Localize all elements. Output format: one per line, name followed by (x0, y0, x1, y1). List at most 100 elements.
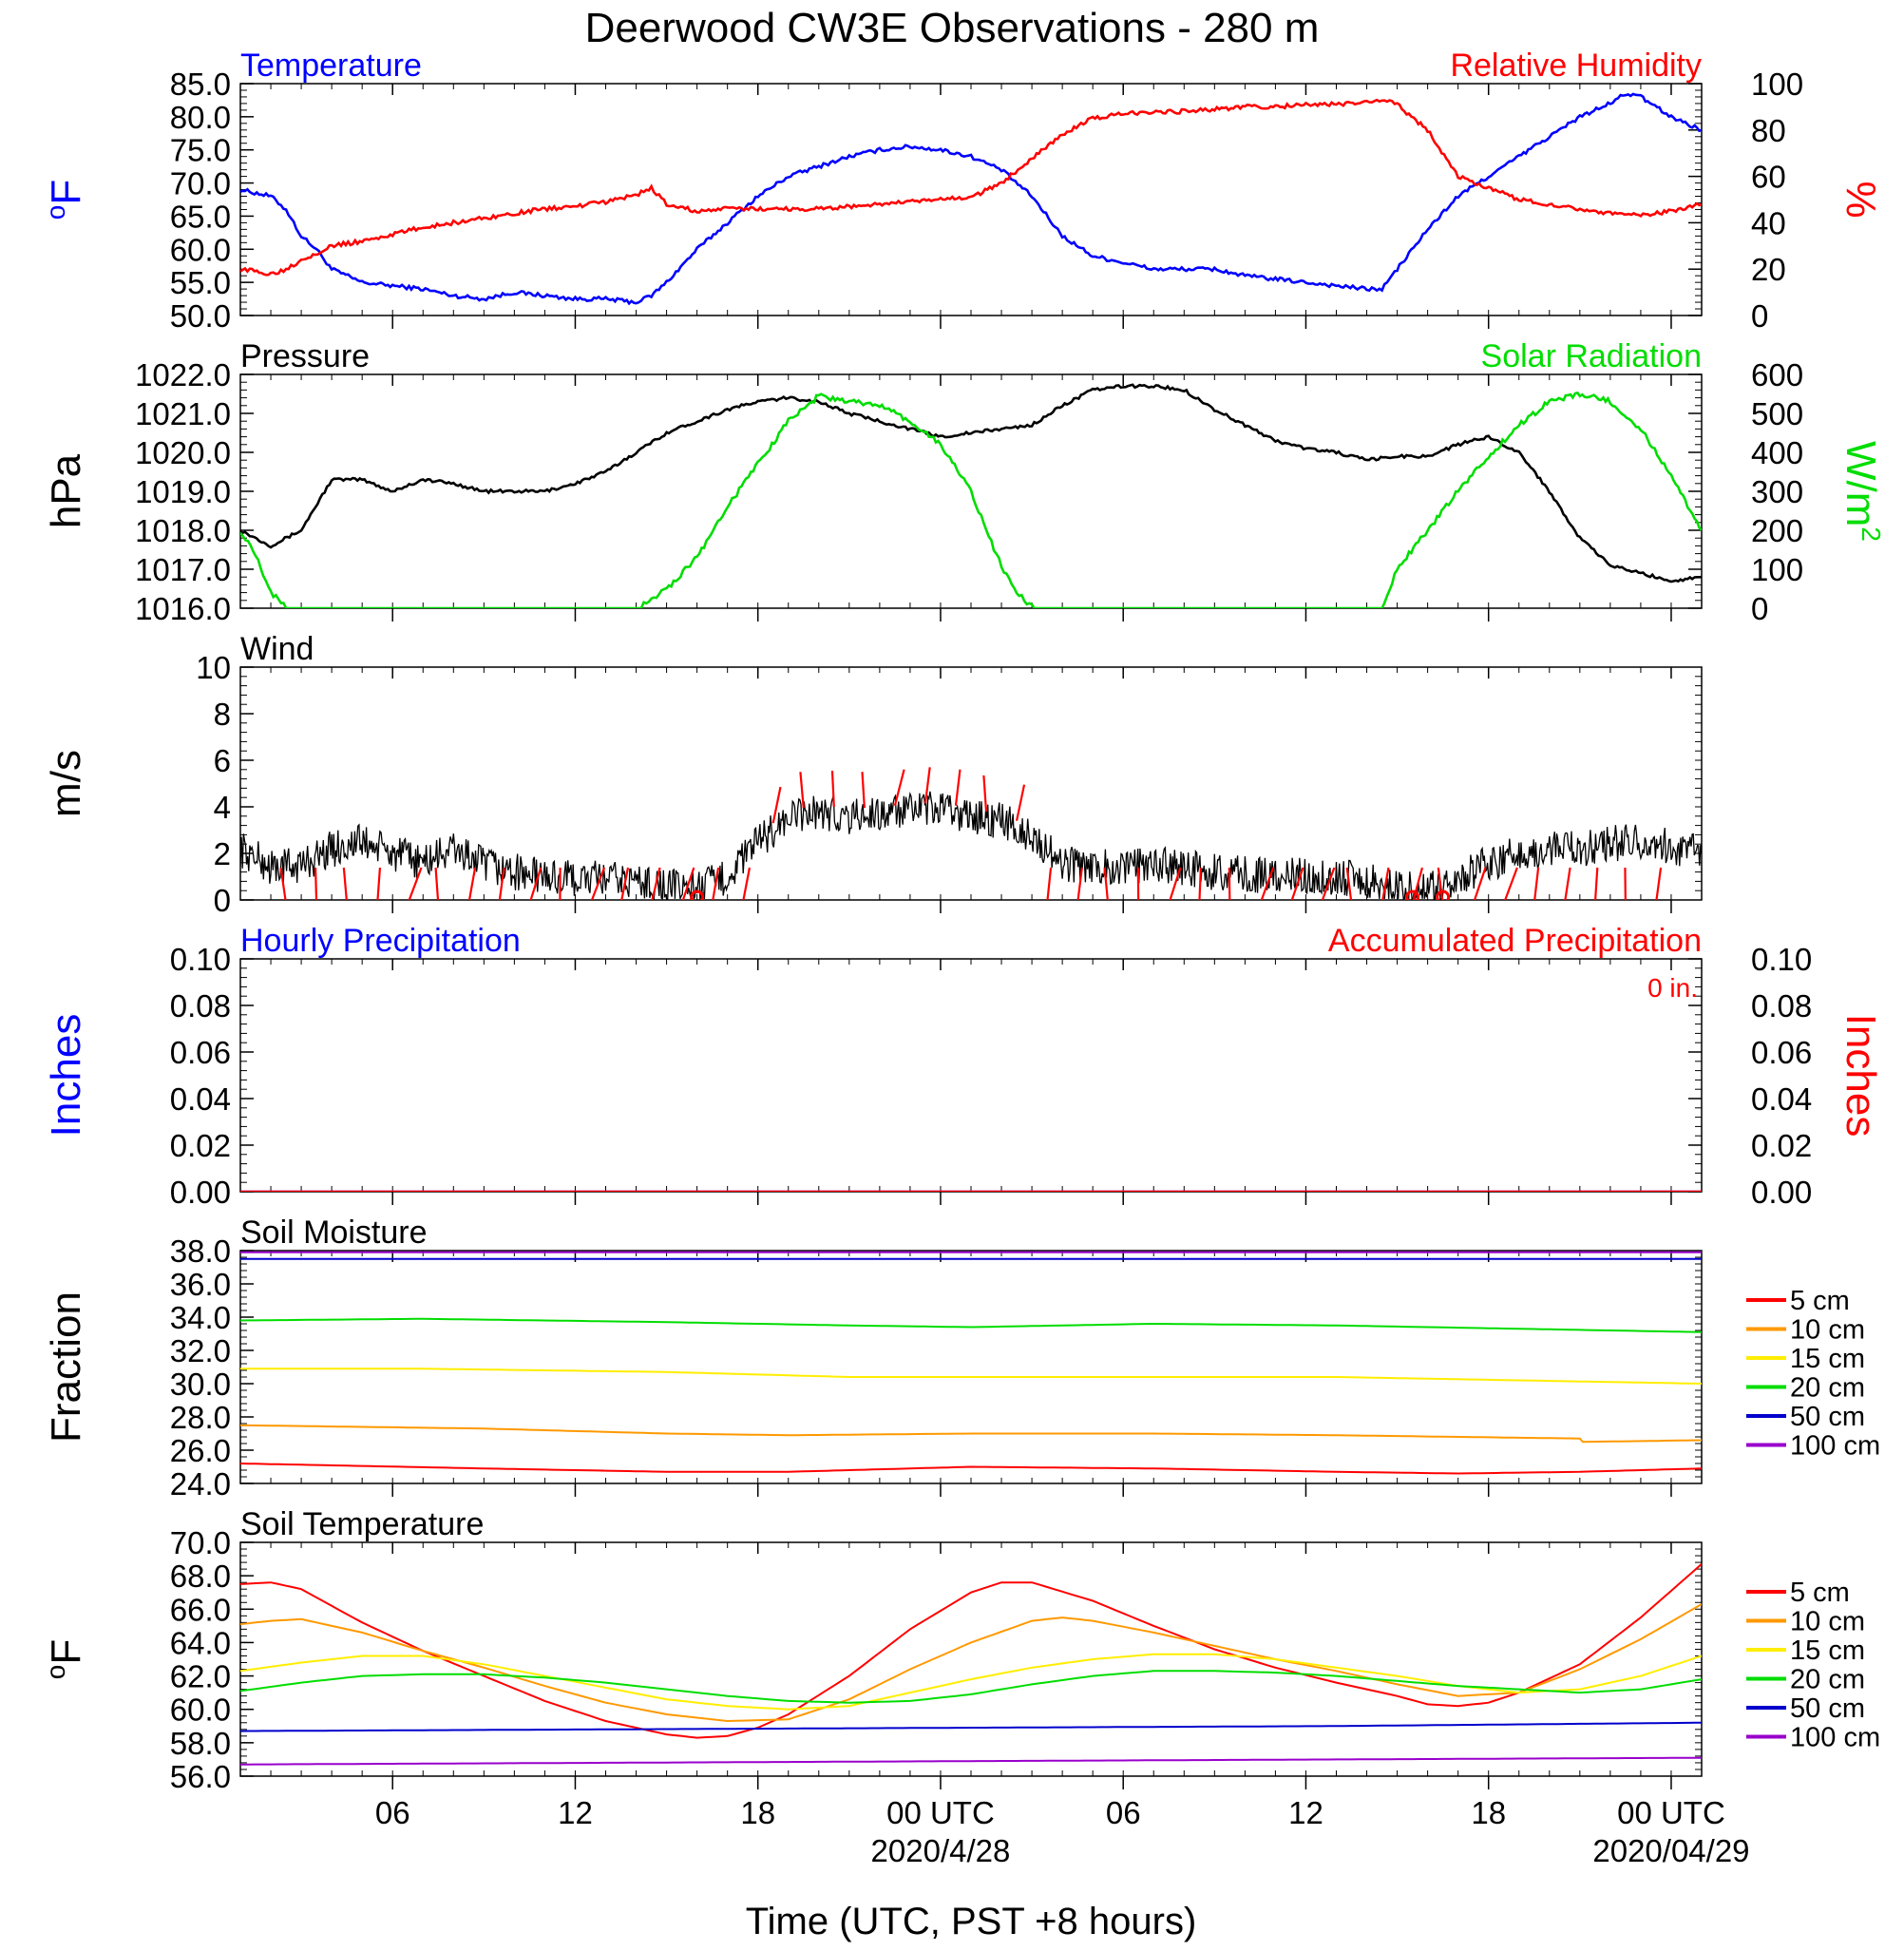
calm-circle (1405, 889, 1420, 900)
y-tick-label-left: 0.04 (170, 1081, 231, 1117)
panel-title-right: Accumulated Precipitation (1328, 923, 1702, 959)
y-tick-label-right: 0.10 (1751, 942, 1812, 977)
wind-barb (1504, 867, 1518, 900)
wind-barb (1290, 867, 1304, 900)
y-axis-label-left: hPa (43, 453, 89, 528)
y-tick-label-right: 80 (1751, 113, 1786, 148)
y-tick-label-left: 28.0 (170, 1400, 231, 1435)
wind-barb (1103, 867, 1109, 900)
y-tick-label-left: 36.0 (170, 1267, 231, 1302)
y-axis-label-left: oF (41, 1639, 89, 1679)
y-tick-label-left: 0 (214, 883, 231, 918)
y-tick-label-right: 400 (1751, 435, 1803, 470)
y-tick-label-left: 70.0 (170, 166, 231, 201)
y-tick-label-left: 50.0 (170, 298, 231, 334)
series-line-left (240, 383, 1702, 583)
y-tick-label-left: 60.0 (170, 1693, 231, 1728)
y-axis-label-right: % (1837, 181, 1884, 218)
y-tick-label-left: 38.0 (170, 1234, 231, 1269)
legend-label: 50 cm (1790, 1693, 1865, 1724)
wind-barb (376, 867, 382, 900)
wind-barb (861, 772, 866, 809)
y-tick-label-left: 4 (214, 790, 231, 825)
legend-label: 5 cm (1790, 1286, 1850, 1316)
wind-barb (529, 867, 543, 900)
y-tick-label-left: 62.0 (170, 1659, 231, 1694)
wind-barb (712, 867, 720, 900)
panel-soil_temperature: 56.058.060.062.064.066.068.070.0 Soil Tem… (41, 1506, 1880, 1794)
wind-barb (1046, 867, 1053, 900)
legend-label: 100 cm (1790, 1431, 1880, 1462)
y-tick-label-left: 1016.0 (135, 591, 231, 626)
y-tick-label-right: 0 (1751, 591, 1768, 626)
y-axis-label-left: Fraction (43, 1291, 89, 1443)
series-group (240, 767, 1702, 900)
series-line-left (240, 791, 1702, 900)
plot-frame (239, 666, 1703, 901)
wind-barb (651, 867, 661, 900)
y-tick-label-right: 600 (1751, 357, 1803, 392)
wind-barb (1533, 867, 1540, 900)
series-group (240, 383, 1702, 608)
y-tick-label-right: 0.04 (1751, 1081, 1812, 1117)
series-line-10cm (240, 1424, 1702, 1444)
panel-title-left: Soil Temperature (240, 1506, 484, 1542)
chart-title: Deerwood CW3E Observations - 280 m (585, 5, 1320, 51)
panel-title-left: Temperature (240, 48, 422, 84)
legend-label: 15 cm (1790, 1635, 1865, 1666)
x-tick-label: 12 (558, 1795, 593, 1830)
wind-barb (1437, 867, 1444, 900)
y-tick-label-left: 1020.0 (135, 435, 231, 470)
plot-frame (239, 1541, 1703, 1777)
series-line-10cm (240, 1603, 1702, 1723)
series-group (240, 1251, 1702, 1475)
y-tick-label-left: 30.0 (170, 1367, 231, 1402)
panel-title-left: Hourly Precipitation (240, 923, 521, 959)
series-line-5cm (240, 1563, 1702, 1739)
wind-barb (408, 867, 423, 900)
y-tick-label-left: 66.0 (170, 1592, 231, 1627)
panel-title-right: Solar Radiation (1481, 338, 1702, 374)
y-axis-label-left: m/s (43, 750, 89, 817)
legend-label: 100 cm (1790, 1723, 1880, 1753)
y-tick-label-left: 55.0 (170, 265, 231, 300)
x-tick-label: 00 UTC (1617, 1795, 1725, 1830)
series-line-20cm (240, 1670, 1702, 1704)
y-tick-label-right: 100 (1751, 552, 1803, 587)
wind-barb (1015, 784, 1026, 821)
series-line-right (240, 98, 1702, 277)
y-tick-label-left: 34.0 (170, 1300, 231, 1335)
wind-barb (590, 867, 606, 900)
wind-barb (1594, 867, 1599, 900)
legend-label: 50 cm (1790, 1402, 1865, 1432)
y-tick-label-left: 1021.0 (135, 396, 231, 431)
y-tick-label-right: 200 (1751, 513, 1803, 548)
wind-barb (1564, 867, 1571, 900)
panel-title-right: Relative Humidity (1450, 48, 1702, 84)
x-tick-label: 00 UTC (886, 1795, 995, 1830)
series-line-20cm (240, 1317, 1702, 1333)
wind-barb (279, 867, 287, 900)
y-tick-label-left: 68.0 (170, 1559, 231, 1594)
wind-barb (1473, 867, 1487, 900)
y-tick-label-left: 58.0 (170, 1726, 231, 1761)
series-line-left (240, 92, 1702, 306)
wind-barb (1076, 867, 1083, 900)
y-tick-label-left: 0.02 (170, 1128, 231, 1163)
panels: 50.055.060.065.070.075.080.085.002040608… (41, 48, 1886, 1794)
y-axis-label-right: W/m2 (1837, 441, 1886, 542)
wind-barb (742, 867, 752, 900)
series-group (240, 92, 1702, 306)
y-tick-label-left: 64.0 (170, 1625, 231, 1660)
calm-circle (1436, 889, 1451, 900)
x-tick-label: 06 (1106, 1795, 1141, 1830)
panel-pressure_solar: 1016.0 1017.0 1018.0 1019.0 1020.0 1021.0 1022… (43, 338, 1886, 626)
y-tick-label-right: 0.00 (1751, 1175, 1812, 1210)
wind-barb (982, 775, 988, 812)
wind-barb (1228, 867, 1231, 900)
wind-barb (923, 767, 931, 804)
panel-title-left: Wind (240, 631, 314, 667)
wind-barb (434, 867, 440, 900)
x-tick-label: 12 (1288, 1795, 1323, 1830)
